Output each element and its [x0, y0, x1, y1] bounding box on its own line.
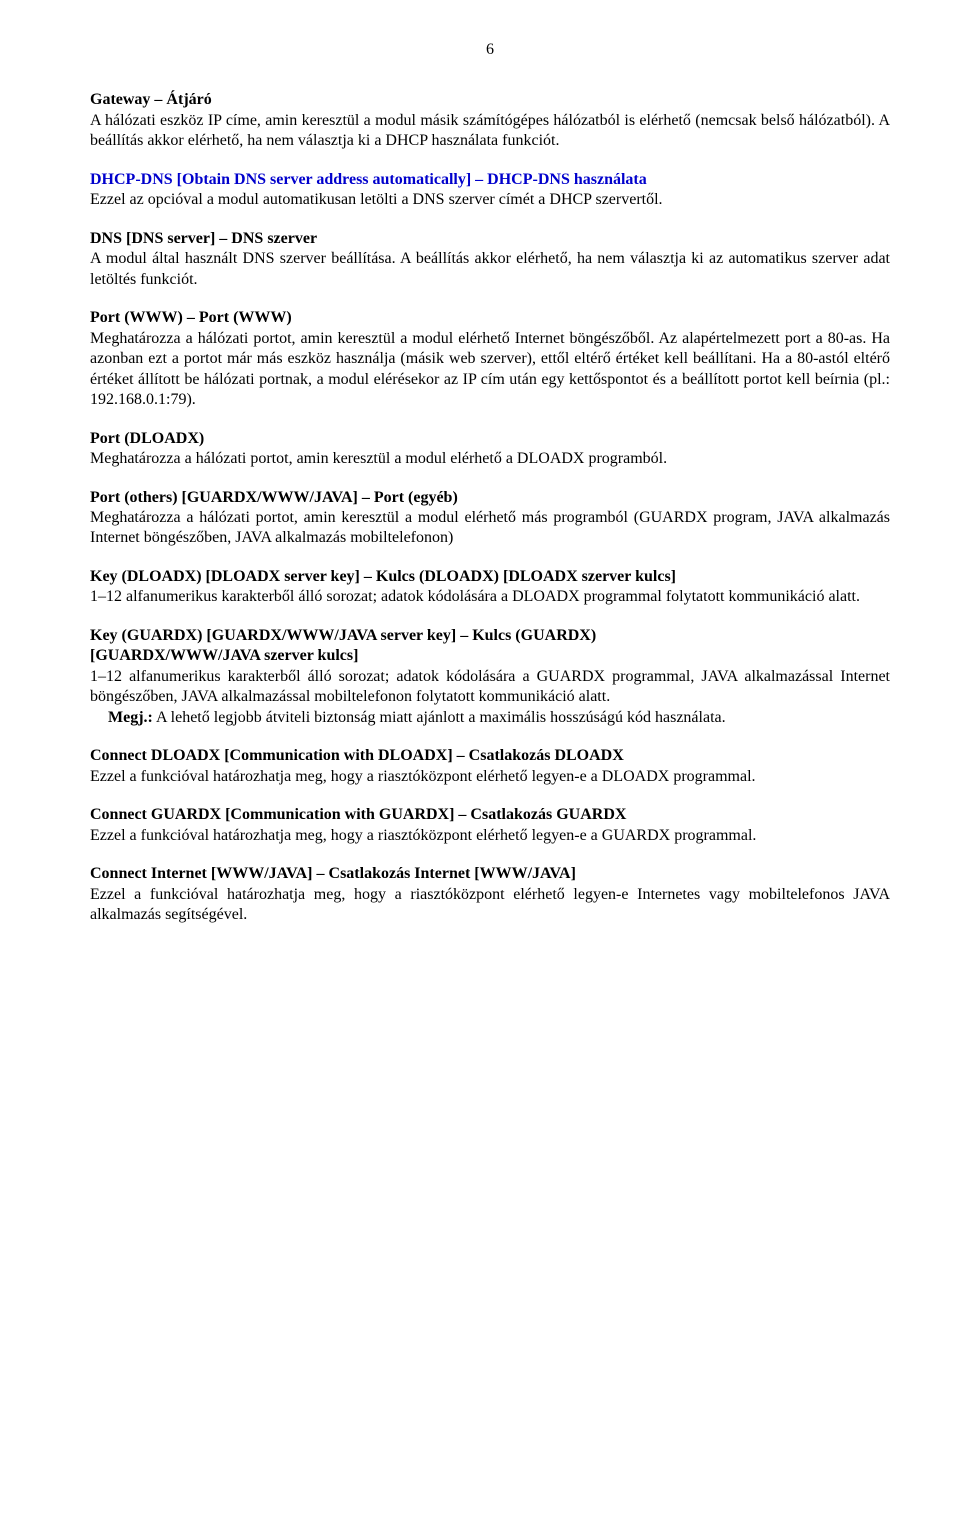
body-dns-server: A modul által használt DNS szerver beáll… [90, 250, 890, 287]
section-key-guardx: Key (GUARDX) [GUARDX/WWW/JAVA server key… [90, 626, 890, 728]
section-port-dloadx: Port (DLOADX) Meghatározza a hálózati po… [90, 429, 890, 470]
section-connect-guardx: Connect GUARDX [Communication with GUARD… [90, 805, 890, 846]
section-connect-internet: Connect Internet [WWW/JAVA] – Csatlakozá… [90, 864, 890, 925]
body-key-dloadx: 1–12 alfanumerikus karakterből álló soro… [90, 588, 860, 605]
heading-connect-internet: Connect Internet [WWW/JAVA] – Csatlakozá… [90, 865, 576, 882]
body-connect-dloadx: Ezzel a funkcióval határozhatja meg, hog… [90, 768, 756, 785]
heading-port-dloadx: Port (DLOADX) [90, 430, 204, 447]
body-connect-internet: Ezzel a funkcióval határozhatja meg, hog… [90, 886, 890, 923]
section-port-others: Port (others) [GUARDX/WWW/JAVA] – Port (… [90, 488, 890, 549]
body-dhcp-dns: Ezzel az opcióval a modul automatikusan … [90, 191, 663, 208]
body-port-www: Meghatározza a hálózati portot, amin ker… [90, 330, 890, 408]
heading-connect-guardx: Connect GUARDX [Communication with GUARD… [90, 806, 626, 823]
body-connect-guardx: Ezzel a funkcióval határozhatja meg, hog… [90, 827, 756, 844]
note-label: Megj.: [108, 709, 153, 726]
page-number: 6 [90, 40, 890, 60]
note-body: A lehető legjobb átviteli biztonság miat… [156, 709, 726, 726]
heading-port-www: Port (WWW) – Port (WWW) [90, 309, 292, 326]
section-connect-dloadx: Connect DLOADX [Communication with DLOAD… [90, 746, 890, 787]
heading-dhcp-dns: DHCP-DNS [Obtain DNS server address auto… [90, 171, 647, 188]
body-port-others: Meghatározza a hálózati portot, amin ker… [90, 509, 890, 546]
section-key-dloadx: Key (DLOADX) [DLOADX server key] – Kulcs… [90, 567, 890, 608]
section-dhcp-dns: DHCP-DNS [Obtain DNS server address auto… [90, 170, 890, 211]
body-key-guardx: 1–12 alfanumerikus karakterből álló soro… [90, 668, 890, 705]
section-port-www: Port (WWW) – Port (WWW) Meghatározza a h… [90, 308, 890, 410]
heading-connect-dloadx: Connect DLOADX [Communication with DLOAD… [90, 747, 624, 764]
section-gateway: Gateway – Átjáró A hálózati eszköz IP cí… [90, 90, 890, 151]
heading-key-guardx-1: Key (GUARDX) [GUARDX/WWW/JAVA server key… [90, 627, 596, 644]
heading-key-guardx-2: [GUARDX/WWW/JAVA szerver kulcs] [90, 647, 358, 664]
heading-key-dloadx: Key (DLOADX) [DLOADX server key] – Kulcs… [90, 568, 676, 585]
body-gateway: A hálózati eszköz IP címe, amin keresztü… [90, 112, 890, 149]
heading-dns-server: DNS [DNS server] – DNS szerver [90, 230, 317, 247]
section-dns-server: DNS [DNS server] – DNS szerver A modul á… [90, 229, 890, 290]
heading-gateway: Gateway – Átjáró [90, 91, 212, 108]
body-port-dloadx: Meghatározza a hálózati portot, amin ker… [90, 450, 667, 467]
heading-port-others: Port (others) [GUARDX/WWW/JAVA] – Port (… [90, 489, 458, 506]
note-key-guardx: Megj.: A lehető legjobb átviteli biztons… [108, 708, 890, 728]
